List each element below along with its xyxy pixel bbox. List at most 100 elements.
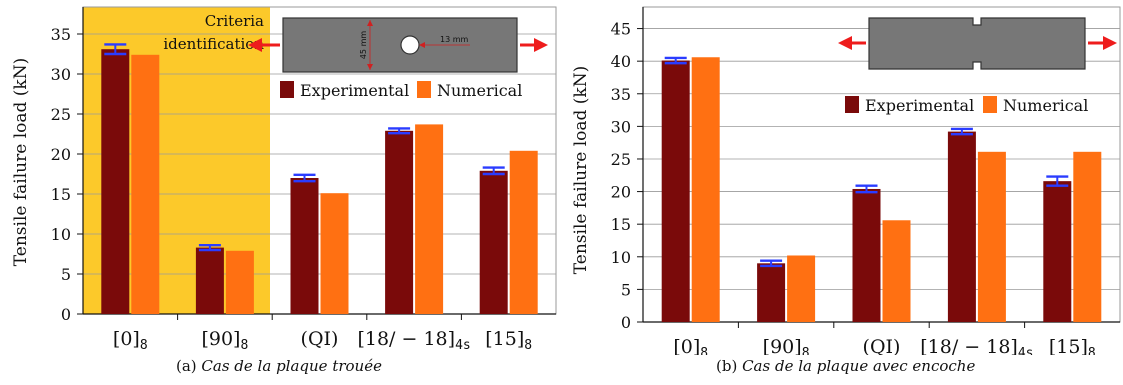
category-label: [90]8	[201, 328, 248, 353]
error-bar	[482, 166, 505, 176]
category-subscript: 8	[240, 338, 248, 353]
hole-arrow	[419, 42, 425, 48]
y-tick-label: 35	[611, 85, 631, 104]
left-load-arrow-head	[248, 38, 262, 52]
legend-swatch-numerical	[417, 81, 431, 98]
category-label: (QI)	[863, 336, 901, 355]
y-tick-label: 40	[611, 52, 631, 71]
bar-experimental	[195, 247, 224, 314]
y-tick-label: 15	[51, 185, 71, 204]
holed-plate-inset: 45 mm 13 mm	[248, 17, 548, 73]
bar-numerical	[882, 220, 911, 322]
grid	[642, 6, 1121, 328]
bar-numerical	[509, 150, 538, 314]
category-label: (QI)	[301, 328, 339, 350]
category-subscript: 8	[140, 338, 148, 353]
category-label: [15]8	[485, 328, 532, 353]
bar-experimental	[757, 263, 786, 322]
right-load-arrow-head	[534, 38, 548, 52]
caption-a-prefix: (a)	[176, 357, 202, 375]
y-tick-label: 0	[621, 313, 631, 332]
bar-numerical	[415, 124, 444, 315]
category-labels: [0]8 [90]8 (QI) [18/ − 18]4s [15]8	[673, 336, 1095, 355]
category-label: [18/ − 18]4s	[357, 328, 470, 353]
legend-label-experimental: Experimental	[865, 96, 974, 115]
y-tick-label: 5	[621, 280, 631, 299]
notched-plate-inset	[838, 17, 1117, 70]
caption-b-prefix: (b)	[716, 357, 743, 375]
category-subscript: 4s	[1018, 346, 1034, 355]
y-tick-label: 10	[611, 248, 631, 267]
category-subscript: 4s	[455, 338, 471, 353]
error-bar	[760, 259, 783, 268]
bar-numerical	[977, 151, 1006, 322]
criteria-label-line2: identification	[163, 35, 264, 53]
specimen-hole	[400, 35, 420, 55]
legend-swatch-experimental	[280, 81, 294, 98]
y-axis-label: Tensile failure load (kN)	[11, 58, 31, 266]
bar-experimental	[1043, 181, 1072, 322]
left-load-arrow-head	[838, 36, 852, 50]
error-bar	[388, 127, 411, 135]
y-tick-labels: 0 5 10 15 20 25 30 35 40 45	[611, 20, 643, 332]
y-axis-label: Tensile failure load (kN)	[571, 66, 591, 274]
bar-numerical	[691, 57, 720, 323]
legend: Experimental Numerical	[280, 81, 522, 100]
bar-numerical	[131, 54, 160, 315]
y-tick-label: 20	[51, 145, 71, 164]
error-bar	[104, 43, 127, 56]
category-label: [15]8	[1049, 336, 1096, 355]
bar-experimental	[947, 131, 976, 322]
y-tick-label: 20	[611, 183, 631, 202]
error-bar	[664, 56, 687, 65]
bar-numerical	[1073, 151, 1102, 322]
bar-experimental	[101, 49, 130, 314]
legend-swatch-numerical	[983, 96, 997, 113]
error-bar	[855, 184, 878, 194]
error-bar	[1046, 175, 1069, 187]
specimen-plate	[868, 17, 1086, 70]
bar-numerical	[225, 250, 254, 314]
caption-b-text: Cas de la plaque avec encoche	[742, 357, 976, 375]
bar-experimental	[661, 60, 690, 322]
category-subscript: 8	[524, 338, 532, 353]
caption-a: (a) Cas de la plaque trouée	[176, 357, 382, 375]
y-tick-label: 5	[61, 265, 71, 284]
bar-experimental	[479, 170, 508, 314]
criteria-label-line1: Criteria	[205, 12, 264, 30]
legend-label-experimental: Experimental	[300, 81, 409, 100]
y-tick-label: 15	[611, 215, 631, 234]
height-dimension-label: 45 mm	[359, 31, 368, 60]
right-load-arrow-head	[1103, 36, 1117, 50]
legend: Experimental Numerical	[845, 96, 1088, 115]
bar-experimental	[290, 178, 319, 314]
y-tick-label: 10	[51, 225, 71, 244]
legend-swatch-experimental	[845, 96, 859, 113]
caption-b: (b) Cas de la plaque avec encoche	[716, 357, 975, 375]
category-label: [0]8	[673, 336, 708, 355]
height-arrow-top	[367, 20, 373, 26]
bar-numerical	[787, 255, 816, 322]
y-tick-labels: 0 5 10 15 20 25 30 35	[51, 25, 83, 324]
legend-label-numerical: Numerical	[437, 81, 522, 100]
y-tick-label: 30	[51, 65, 71, 84]
y-tick-label: 35	[51, 25, 71, 44]
y-tick-label: 25	[51, 105, 71, 124]
bars	[101, 43, 538, 315]
error-bar	[950, 127, 973, 136]
specimen-plate	[282, 17, 518, 73]
category-labels: [0]8 [90]8 (QI) [18/ − 18]4s [15]8	[113, 328, 532, 353]
category-subscript: 8	[1088, 346, 1096, 355]
category-label: [18/ − 18]4s	[920, 336, 1033, 355]
bars	[661, 56, 1102, 323]
height-arrow-bottom	[367, 64, 373, 70]
caption-a-text: Cas de la plaque trouée	[201, 357, 382, 375]
y-tick-label: 0	[61, 305, 71, 324]
legend-label-numerical: Numerical	[1003, 96, 1088, 115]
error-bar	[198, 243, 221, 252]
category-subscript: 8	[802, 346, 810, 355]
y-tick-label: 45	[611, 20, 631, 39]
chart-holed-plate: 0 5 10 15 20 25 30 35 [0]8 [90]8 (QI) [18/ − 18]4s…	[11, 6, 557, 353]
category-label: [0]8	[113, 328, 148, 353]
bar-experimental	[385, 130, 414, 314]
